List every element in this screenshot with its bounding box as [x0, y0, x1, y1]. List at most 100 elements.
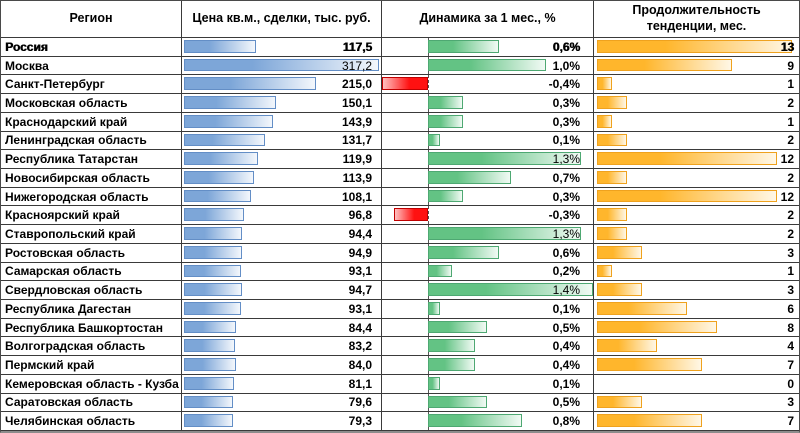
price-cell: 113,9: [182, 168, 382, 188]
dynamics-value: 1,0%: [552, 58, 580, 73]
region-name-cell: Кемеровская область - Кузба: [1, 374, 182, 394]
dynamics-data-bar: [428, 58, 546, 72]
region-name-cell: Самарская область: [1, 262, 182, 282]
price-cell: 84,4: [182, 318, 382, 338]
dynamics-data-bar: [393, 208, 428, 222]
region-name-cell: Волгоградская область: [1, 337, 182, 357]
dynamics-data-bar: [428, 358, 476, 371]
dynamics-cell: 0,3%: [382, 187, 594, 207]
dynamics-value: 0,6%: [552, 39, 580, 54]
dynamics-data-bar: [428, 376, 440, 390]
price-cell: 96,8: [182, 206, 382, 226]
dynamics-cell: 0,1%: [382, 374, 594, 394]
duration-data-bar: [597, 395, 642, 409]
dynamics-data-bar: [428, 227, 582, 240]
price-value: 93,1: [348, 264, 372, 279]
price-cell: 79,3: [182, 412, 382, 431]
price-data-bar: [184, 77, 317, 91]
dynamics-cell: 0,5%: [382, 318, 594, 338]
region-name-cell: Свердловская область: [1, 281, 182, 300]
duration-value: 2: [787, 95, 794, 110]
dynamics-data-bar: [428, 96, 464, 109]
price-cell: 81,1: [182, 374, 382, 394]
duration-value: 2: [787, 170, 794, 185]
price-data-bar: [184, 96, 277, 109]
dynamics-value: 0,1%: [552, 133, 580, 148]
duration-data-bar: [597, 152, 777, 165]
duration-cell: 12: [594, 150, 799, 169]
duration-cell: 1: [594, 112, 799, 132]
price-value: 79,3: [348, 414, 372, 429]
price-cell: 131,7: [182, 131, 382, 151]
duration-value: 7: [787, 357, 794, 372]
dynamics-value: 0,3%: [552, 95, 580, 110]
dynamics-data-bar: [428, 320, 487, 334]
price-data-bar: [184, 208, 244, 222]
duration-cell: 7: [594, 356, 799, 375]
duration-cell: 0: [594, 374, 799, 394]
dynamics-cell: -0,4%: [382, 75, 594, 95]
price-data-bar: [184, 40, 257, 53]
price-cell: 108,1: [182, 187, 382, 207]
price-data-bar: [184, 227, 242, 240]
price-data-bar: [184, 301, 242, 315]
price-value: 94,4: [348, 226, 372, 241]
duration-value: 2: [787, 133, 794, 148]
price-value: 317,2: [341, 58, 372, 73]
dynamics-value: 0,1%: [552, 376, 580, 391]
price-value: 96,8: [348, 208, 372, 223]
dynamics-cell: 0,1%: [382, 299, 594, 319]
region-name-cell: Красноярский край: [1, 206, 182, 226]
dynamics-cell: 0,3%: [382, 94, 594, 113]
duration-cell: 3: [594, 243, 799, 263]
duration-cell: 4: [594, 337, 799, 357]
dynamics-cell: 0,6%: [382, 243, 594, 263]
duration-cell: 2: [594, 131, 799, 151]
duration-cell: 2: [594, 225, 799, 244]
dynamics-cell: 0,4%: [382, 356, 594, 375]
column-header-region: Регион: [1, 1, 182, 38]
duration-cell: 1: [594, 75, 799, 95]
duration-cell: 6: [594, 299, 799, 319]
price-data-bar: [184, 395, 233, 409]
price-value: 119,9: [342, 152, 372, 167]
duration-cell: 9: [594, 56, 799, 76]
region-name-cell: Ставропольский край: [1, 225, 182, 244]
dynamics-cell: 0,1%: [382, 131, 594, 151]
dynamics-cell: -0,3%: [382, 206, 594, 226]
dynamics-data-bar: [428, 170, 511, 184]
duration-cell: 2: [594, 168, 799, 188]
dynamics-cell: 1,3%: [382, 150, 594, 169]
region-name-cell: Москва: [1, 56, 182, 76]
duration-value: 3: [787, 245, 794, 260]
duration-cell: 13: [594, 38, 799, 57]
price-cell: 150,1: [182, 94, 382, 113]
dynamics-cell: 0,7%: [382, 168, 594, 188]
region-name-cell: Республика Дагестан: [1, 299, 182, 319]
price-cell: 79,6: [182, 393, 382, 413]
duration-cell: 2: [594, 94, 799, 113]
duration-cell: 7: [594, 412, 799, 431]
duration-value: 1: [787, 114, 794, 129]
dynamics-cell: 1,0%: [382, 56, 594, 76]
dynamics-value: 0,4%: [552, 357, 580, 372]
price-cell: 94,4: [182, 225, 382, 244]
duration-data-bar: [597, 114, 612, 128]
price-value: 108,1: [341, 189, 372, 204]
price-value: 84,0: [348, 357, 372, 372]
price-value: 83,2: [348, 339, 372, 354]
price-cell: 93,1: [182, 262, 382, 282]
region-name-cell: Челябинская область: [1, 412, 182, 431]
price-value: 84,4: [348, 320, 372, 335]
dynamics-value: -0,4%: [548, 77, 580, 92]
price-data-bar: [184, 414, 233, 427]
price-data-bar: [184, 283, 243, 296]
duration-data-bar: [597, 77, 612, 91]
dynamics-value: 0,2%: [552, 264, 580, 279]
price-value: 215,0: [341, 77, 372, 92]
dynamics-value: 0,6%: [552, 245, 580, 260]
dynamics-value: 1,3%: [552, 226, 580, 241]
dynamics-value: 0,8%: [552, 414, 580, 429]
price-cell: 143,9: [182, 112, 382, 132]
region-name-cell: Саратовская область: [1, 393, 182, 413]
